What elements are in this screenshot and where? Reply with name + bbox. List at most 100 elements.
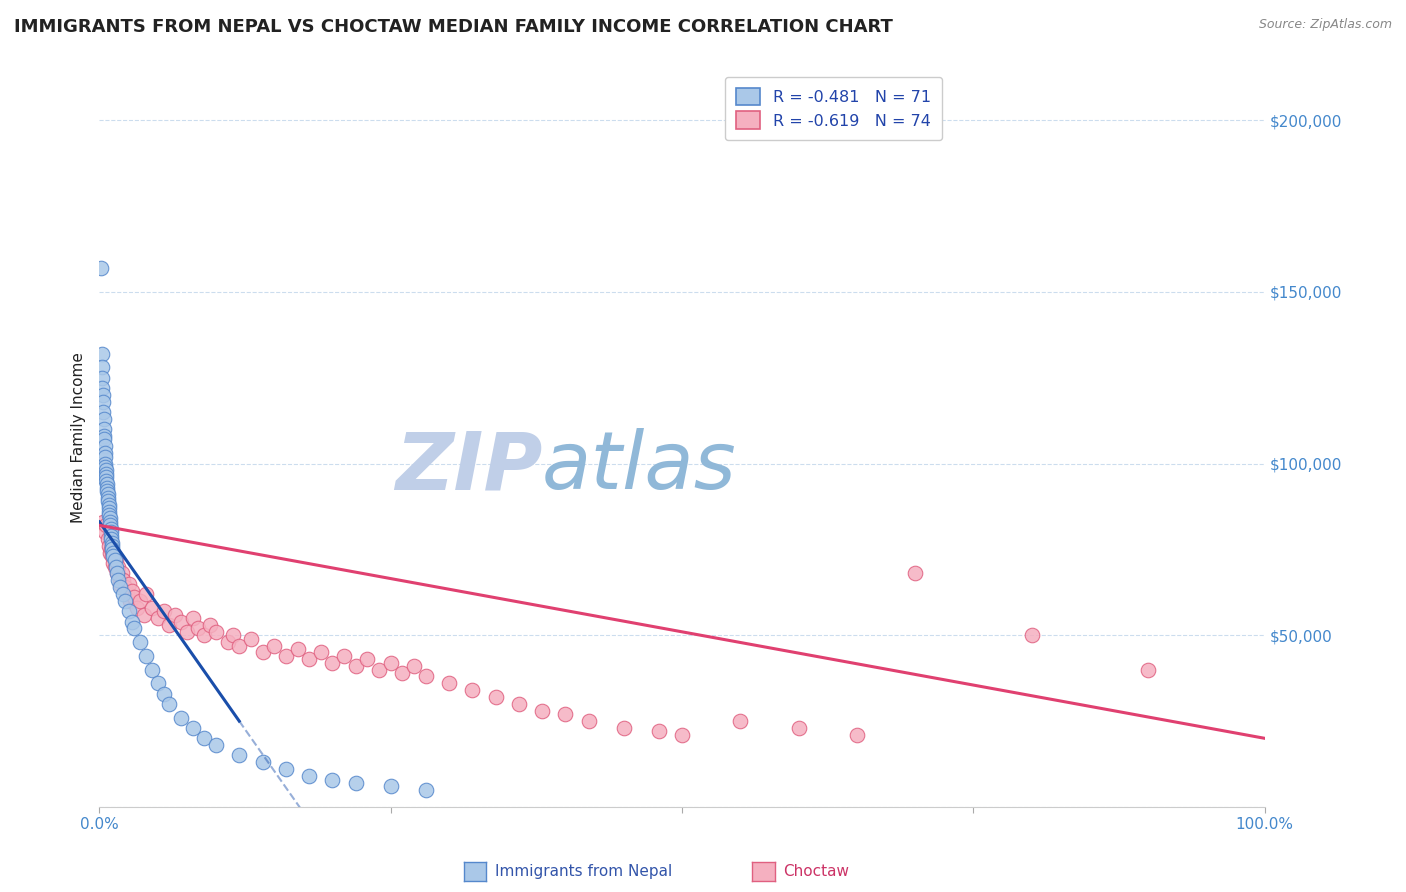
Point xyxy=(105,566,128,581)
Point xyxy=(98,508,121,522)
Point xyxy=(96,483,118,498)
Point xyxy=(141,663,163,677)
Point xyxy=(103,556,125,570)
Point xyxy=(531,704,554,718)
Point xyxy=(118,594,141,608)
Point xyxy=(97,498,120,512)
Text: IMMIGRANTS FROM NEPAL VS CHOCTAW MEDIAN FAMILY INCOME CORRELATION CHART: IMMIGRANTS FROM NEPAL VS CHOCTAW MEDIAN … xyxy=(14,18,893,36)
Point xyxy=(152,604,174,618)
Y-axis label: Median Family Income: Median Family Income xyxy=(72,352,86,524)
Point xyxy=(97,494,120,508)
Point xyxy=(287,642,309,657)
Point xyxy=(613,721,636,735)
Point xyxy=(222,628,245,642)
Point xyxy=(252,756,274,770)
Point xyxy=(274,762,297,776)
Point xyxy=(157,697,180,711)
Point xyxy=(187,621,209,635)
Point xyxy=(356,652,378,666)
Point xyxy=(94,459,117,474)
Point xyxy=(101,542,124,557)
Point xyxy=(114,580,136,594)
Point xyxy=(100,535,122,549)
Point xyxy=(205,738,228,752)
Point xyxy=(96,470,118,484)
Point xyxy=(402,659,425,673)
Point xyxy=(1137,663,1160,677)
Point xyxy=(101,546,124,560)
Point xyxy=(170,711,193,725)
Point xyxy=(100,542,122,557)
Point xyxy=(111,574,134,588)
Point xyxy=(97,501,120,516)
Point xyxy=(96,481,118,495)
Point xyxy=(274,648,297,663)
Point xyxy=(93,439,115,453)
Point xyxy=(380,656,402,670)
Point xyxy=(228,639,250,653)
Point xyxy=(135,587,157,601)
Point xyxy=(461,683,484,698)
Point xyxy=(97,539,120,553)
Point xyxy=(578,714,600,728)
Point xyxy=(124,621,146,635)
Point xyxy=(344,776,367,790)
Point xyxy=(91,370,114,384)
Point xyxy=(298,769,321,783)
Point xyxy=(152,687,174,701)
Point xyxy=(98,518,121,533)
Point xyxy=(98,515,121,529)
Point xyxy=(125,600,148,615)
Point xyxy=(787,721,810,735)
Point xyxy=(146,676,169,690)
Point xyxy=(135,648,157,663)
Text: Choctaw: Choctaw xyxy=(783,864,849,879)
Point xyxy=(415,669,437,683)
Point xyxy=(108,570,131,584)
Point xyxy=(129,594,152,608)
Point xyxy=(129,635,152,649)
Point xyxy=(415,782,437,797)
Point xyxy=(484,690,506,704)
Point xyxy=(121,615,143,629)
Point xyxy=(344,659,367,673)
Point xyxy=(90,360,112,375)
Point xyxy=(239,632,262,646)
Point xyxy=(1021,628,1043,642)
Point xyxy=(380,780,402,794)
Point xyxy=(101,549,124,564)
Point xyxy=(100,532,122,546)
Point xyxy=(170,615,193,629)
Point xyxy=(333,648,356,663)
Point xyxy=(103,549,125,564)
Point xyxy=(124,591,146,605)
Text: Immigrants from Nepal: Immigrants from Nepal xyxy=(495,864,672,879)
Point xyxy=(98,511,121,525)
Point xyxy=(96,474,118,488)
Point xyxy=(97,487,120,501)
Point xyxy=(904,566,927,581)
Point xyxy=(94,525,117,540)
Point xyxy=(94,446,117,460)
Point xyxy=(391,666,413,681)
Point xyxy=(111,587,134,601)
Point xyxy=(309,645,332,659)
Point xyxy=(263,639,285,653)
Point xyxy=(91,515,114,529)
Point xyxy=(193,731,215,746)
Point xyxy=(117,604,139,618)
Point xyxy=(93,433,115,447)
Point xyxy=(508,697,530,711)
Point xyxy=(671,728,693,742)
Point xyxy=(368,663,391,677)
Point xyxy=(91,388,114,402)
Point xyxy=(103,552,125,566)
Point xyxy=(93,422,115,436)
Point xyxy=(157,618,180,632)
Point xyxy=(100,525,122,540)
Point xyxy=(103,559,125,574)
Point xyxy=(90,260,112,275)
Point xyxy=(647,724,669,739)
Point xyxy=(101,539,124,553)
Legend: R = -0.481   N = 71, R = -0.619   N = 74: R = -0.481 N = 71, R = -0.619 N = 74 xyxy=(724,77,942,140)
